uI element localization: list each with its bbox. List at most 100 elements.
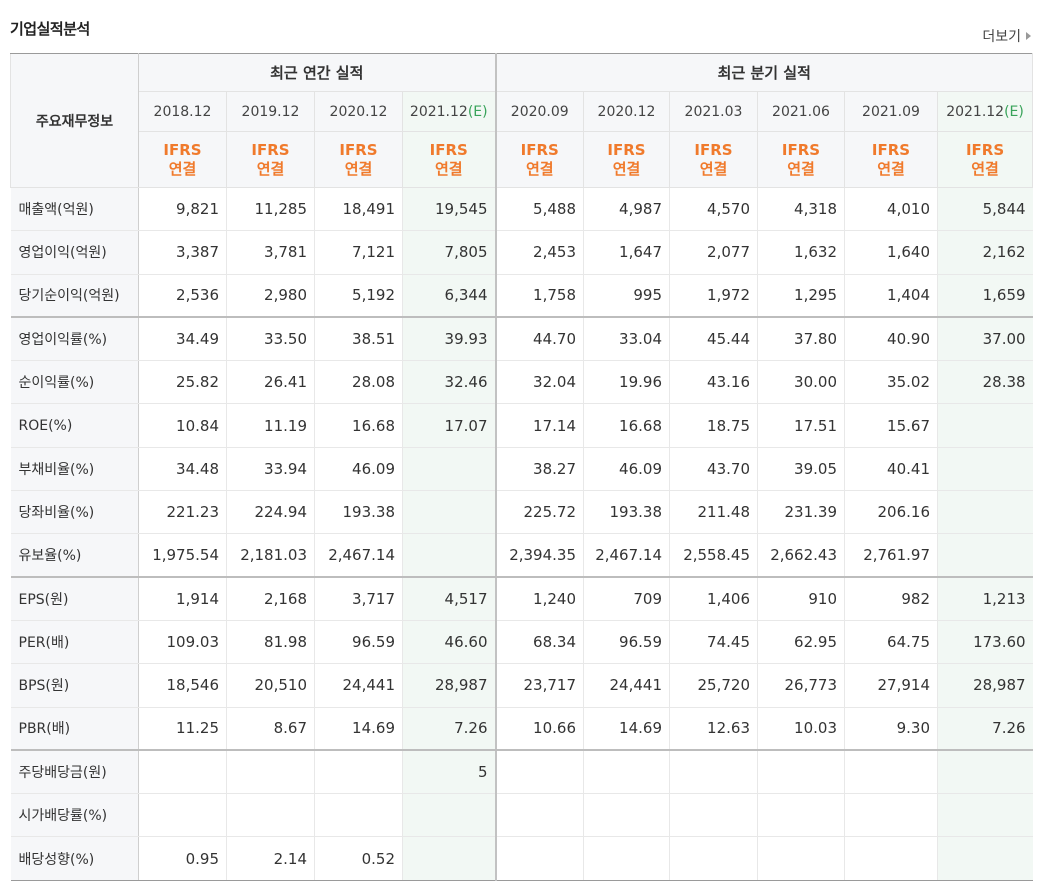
table-cell xyxy=(226,793,315,838)
column-date-label: 2021.03 xyxy=(684,103,743,120)
table-cell: 19,545 xyxy=(402,187,497,232)
ifrs-label: IFRS xyxy=(339,140,378,159)
table-cell xyxy=(226,750,315,795)
annual-group-header: 최근 연간 실적 xyxy=(138,53,497,92)
row-label: 당좌비율(%) xyxy=(10,490,139,535)
table-cell xyxy=(583,836,670,881)
row-label: 유보율(%) xyxy=(10,533,139,579)
table-cell xyxy=(844,836,938,881)
column-date: 2019.12 xyxy=(226,91,315,132)
table-cell: 34.49 xyxy=(138,317,227,362)
table-cell xyxy=(936,750,1033,795)
table-cell xyxy=(936,533,1033,579)
row-label: PER(배) xyxy=(10,620,139,665)
table-cell: 3,781 xyxy=(226,230,315,275)
table-cell: 14.69 xyxy=(583,707,670,752)
consolidated-label: 연결 xyxy=(787,159,815,178)
ifrs-badge: IFRS 연결 xyxy=(936,131,1034,188)
table-row: BPS(원) 18,546 20,510 24,441 28,987 23,717 24,4… xyxy=(10,663,1033,708)
table-row: 영업이익(억원) 3,387 3,781 7,121 7,805 2,453 1,647 2,… xyxy=(10,230,1033,275)
table-cell: 17.07 xyxy=(402,403,497,448)
table-cell: 1,659 xyxy=(936,274,1033,319)
table-cell: 14.69 xyxy=(314,707,403,752)
table-cell xyxy=(583,750,670,795)
table-cell xyxy=(138,793,227,838)
table-cell: 30.00 xyxy=(757,360,845,405)
table-cell: 2,761.97 xyxy=(844,533,938,579)
table-cell: 2,394.35 xyxy=(495,533,584,579)
column-date-label: 2019.12 xyxy=(241,103,300,120)
table-cell: 2,980 xyxy=(226,274,315,319)
table-cell: 37.80 xyxy=(757,317,845,362)
table-cell: 81.98 xyxy=(226,620,315,665)
table-cell: 18,491 xyxy=(314,187,403,232)
table-cell: 193.38 xyxy=(314,490,403,535)
table-cell: 33.50 xyxy=(226,317,315,362)
ifrs-label: IFRS xyxy=(965,140,1005,159)
table-cell: 206.16 xyxy=(844,490,938,535)
ifrs-badge: IFRS 연결 xyxy=(495,131,584,188)
table-row: 영업이익률(%) 34.49 33.50 38.51 39.93 44.70 33.04 45… xyxy=(10,317,1033,362)
table-cell: 9.30 xyxy=(844,707,938,752)
table-cell: 62.95 xyxy=(757,620,845,665)
consolidated-label: 연결 xyxy=(168,159,197,178)
row-label: 배당성향(%) xyxy=(10,836,139,881)
table-cell xyxy=(402,447,497,492)
ifrs-badge: IFRS 연결 xyxy=(669,131,758,188)
column-date: 2021.06 xyxy=(757,91,845,132)
column-date-label: 2020.12 xyxy=(329,103,388,120)
table-cell: 26.41 xyxy=(226,360,315,405)
table-cell: 40.90 xyxy=(844,317,938,362)
table-cell: 1,295 xyxy=(757,274,845,319)
table-cell: 17.14 xyxy=(495,403,584,448)
table-cell: 231.39 xyxy=(757,490,845,535)
chevron-right-icon xyxy=(1026,32,1031,40)
consolidated-label: 연결 xyxy=(971,159,999,178)
table-cell: 28,987 xyxy=(936,663,1033,708)
row-label: 매출액(억원) xyxy=(10,187,139,232)
ifrs-badge: IFRS 연결 xyxy=(226,131,315,188)
table-cell: 7.26 xyxy=(936,707,1033,752)
more-link[interactable]: 더보기 xyxy=(982,26,1031,46)
table-cell: 10.84 xyxy=(138,403,227,448)
table-cell: 45.44 xyxy=(669,317,758,362)
table-cell: 4,517 xyxy=(402,577,497,621)
table-cell: 16.68 xyxy=(583,403,670,448)
table-cell xyxy=(936,490,1033,535)
table-cell: 4,570 xyxy=(669,187,758,232)
table-cell: 2,662.43 xyxy=(757,533,845,579)
table-cell: 193.38 xyxy=(583,490,670,535)
table-cell: 2,453 xyxy=(495,230,584,275)
table-cell: 995 xyxy=(583,274,670,319)
table-cell: 96.59 xyxy=(583,620,670,665)
row-label: 주당배당금(원) xyxy=(10,750,139,795)
table-cell: 39.93 xyxy=(402,317,497,362)
table-cell: 0.95 xyxy=(138,836,227,881)
column-date: 2020.09 xyxy=(495,91,584,132)
ifrs-label: IFRS xyxy=(251,140,290,159)
row-label: 부채비율(%) xyxy=(10,447,139,492)
consolidated-label: 연결 xyxy=(434,159,463,178)
table-cell: 25.82 xyxy=(138,360,227,405)
estimate-marker: (E) xyxy=(467,103,488,120)
row-label-header: 주요재무정보 xyxy=(10,53,139,188)
table-cell: 96.59 xyxy=(314,620,403,665)
table-cell: 1,404 xyxy=(844,274,938,319)
ifrs-label: IFRS xyxy=(871,140,911,159)
table-row: 당좌비율(%) 221.23 224.94 193.38 225.72 193.38 211… xyxy=(10,490,1033,535)
table-cell: 2.14 xyxy=(226,836,315,881)
table-cell: 4,010 xyxy=(844,187,938,232)
column-date: 2021.03 xyxy=(669,91,758,132)
table-cell: 33.04 xyxy=(583,317,670,362)
table-cell: 2,077 xyxy=(669,230,758,275)
table-cell: 211.48 xyxy=(669,490,758,535)
table-cell: 1,640 xyxy=(844,230,938,275)
table-cell: 74.45 xyxy=(669,620,758,665)
table-cell: 7,121 xyxy=(314,230,403,275)
column-date: 2020.12 xyxy=(314,91,403,132)
table-cell: 43.70 xyxy=(669,447,758,492)
table-cell xyxy=(844,793,938,838)
table-cell xyxy=(757,793,845,838)
table-cell: 33.94 xyxy=(226,447,315,492)
more-label: 더보기 xyxy=(982,29,1021,45)
